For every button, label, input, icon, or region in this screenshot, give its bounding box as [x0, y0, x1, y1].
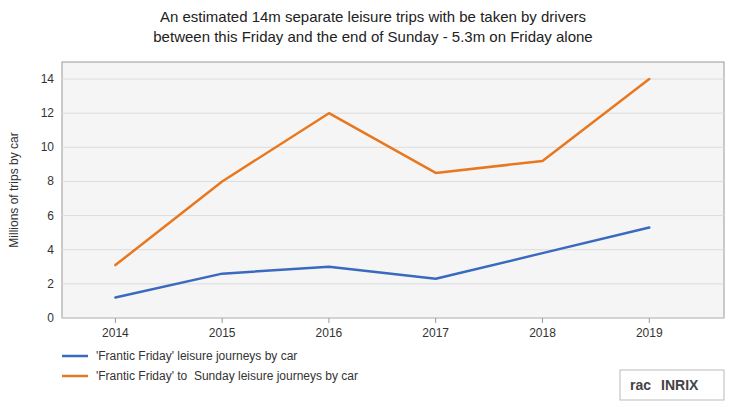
y-tick-label: 0 [47, 311, 54, 325]
x-tick-label: 2017 [422, 326, 449, 340]
plot-frame [62, 62, 724, 318]
annotation-box [620, 370, 724, 400]
legend-swatch [62, 355, 88, 358]
x-tick-label: 2016 [316, 326, 343, 340]
legend: 'Frantic Friday' leisure journeys by car… [62, 349, 358, 383]
y-tick-label: 6 [47, 209, 54, 223]
legend-label: 'Frantic Friday' leisure journeys by car [96, 349, 297, 363]
grid-line [62, 283, 724, 284]
y-tick-label: 12 [41, 106, 55, 120]
y-axis-label: Millions of trips by car [7, 132, 21, 247]
grid [62, 79, 724, 318]
series-group [115, 79, 649, 297]
grid-line [62, 249, 724, 250]
y-tick-label: 10 [41, 140, 55, 154]
x-tick [115, 318, 116, 323]
legend-label: 'Frantic Friday' to Sunday leisure journ… [96, 369, 358, 383]
x-tick-label: 2018 [529, 326, 556, 340]
grid-line [62, 79, 724, 80]
x-tick [222, 318, 223, 323]
series-line [115, 228, 649, 298]
series-line [115, 79, 649, 265]
y-tick-label: 8 [47, 174, 54, 188]
grid-line [62, 215, 724, 216]
x-tick [435, 318, 436, 323]
grid-line [62, 318, 724, 319]
y-tick-label: 14 [41, 72, 55, 86]
chart: An estimated 14m separate leisure trips … [0, 0, 746, 419]
x-tick-label: 2019 [636, 326, 663, 340]
annotations: rac INRIX [620, 370, 724, 400]
legend-swatch [62, 375, 88, 378]
subtitle: between this Friday and the end of Sunda… [153, 28, 592, 45]
x-tick [649, 318, 650, 323]
y-tick-label: 4 [47, 243, 54, 257]
x-tick-label: 2014 [102, 326, 129, 340]
y-tick-label: 2 [47, 277, 54, 291]
grid-line [62, 181, 724, 182]
x-tick [542, 318, 543, 323]
x-tick-label: 2015 [209, 326, 236, 340]
title: An estimated 14m separate leisure trips … [160, 8, 586, 25]
grid-line [62, 113, 724, 114]
annotation: rac [630, 377, 651, 393]
x-tick [328, 318, 329, 323]
annotation: INRIX [661, 377, 699, 393]
